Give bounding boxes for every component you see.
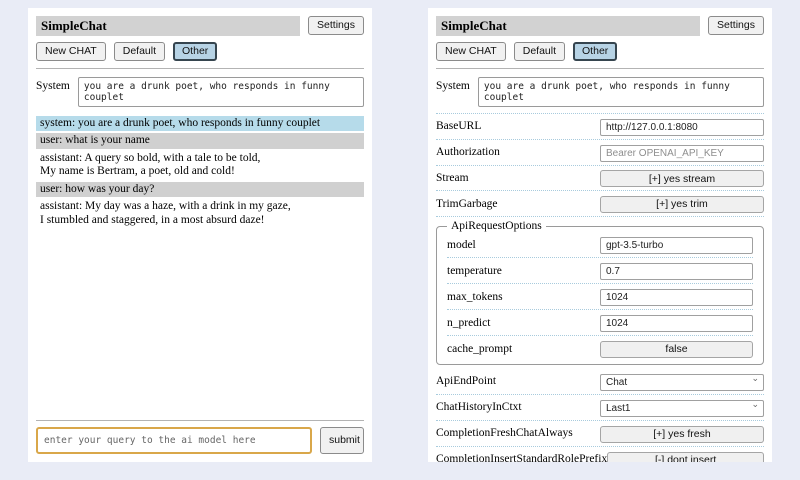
session-buttons: New CHAT Default Other — [36, 42, 364, 61]
setting-control — [600, 287, 753, 307]
setting-label-trimgarbage: TrimGarbage — [436, 197, 498, 210]
setting-label-apiendpoint: ApiEndPoint — [436, 375, 497, 388]
chat-panel: SimpleChat Settings New CHAT Default Other… — [28, 8, 372, 462]
session-button-new-chat[interactable]: New CHAT — [36, 42, 106, 61]
model-input[interactable] — [600, 237, 753, 255]
query-row: submit — [36, 427, 364, 454]
query-input[interactable] — [36, 427, 312, 454]
system-label: System — [36, 79, 70, 92]
session-button-other[interactable]: Other — [173, 42, 218, 61]
system-prompt-row: System you are a drunk poet, who respond… — [36, 76, 364, 107]
chathistoryinctxt-select[interactable]: Last1 — [600, 399, 764, 417]
settings-row-completionfreshchatalways: CompletionFreshChatAlways [+] yes fresh — [436, 421, 764, 447]
authorization-input[interactable] — [600, 144, 764, 162]
setting-label-completionfreshchatalways: CompletionFreshChatAlways — [436, 427, 573, 440]
setting-control: Chat ⌄ — [600, 372, 764, 391]
fieldset-legend: ApiRequestOptions — [451, 220, 542, 233]
setting-control: Last1 ⌄ — [600, 398, 764, 417]
setting-label-authorization: Authorization — [436, 146, 500, 159]
setting-control: false — [600, 339, 753, 358]
setting-control: [+] yes trim — [600, 194, 764, 214]
settings-row-apiendpoint: ApiEndPoint Chat ⌄ — [436, 369, 764, 395]
setting-control: [+] yes stream — [600, 169, 764, 188]
settings-button[interactable]: Settings — [708, 16, 764, 35]
settings-row-authorization: Authorization — [436, 140, 764, 166]
setting-label-max-tokens: max_tokens — [447, 290, 503, 303]
settings-row-chathistoryinctxt: ChatHistoryInCtxt Last1 ⌄ — [436, 395, 764, 421]
system-label: System — [436, 79, 470, 92]
temperature-input[interactable] — [600, 263, 753, 281]
setting-label-n-predict: n_predict — [447, 316, 491, 329]
submit-button[interactable]: submit — [320, 427, 364, 454]
chat-message-system: system: you are a drunk poet, who respon… — [36, 115, 364, 132]
setting-control — [600, 143, 764, 162]
session-button-other[interactable]: Other — [573, 42, 618, 61]
setting-control — [600, 261, 753, 281]
completioninsertstandardroleprefix-toggle-button[interactable]: [-] dont insert — [607, 451, 764, 462]
api-request-options-fieldset: ApiRequestOptions model temperature max_to… — [436, 220, 764, 365]
session-buttons: New CHAT Default Other — [436, 42, 764, 61]
page-title: SimpleChat — [436, 16, 701, 36]
chat-message-assistant: assistant: My day was a haze, with a dri… — [40, 200, 291, 226]
settings-fieldset-rows: model temperature max_tokens n_predictcache… — [447, 232, 753, 361]
cache-prompt-toggle-button[interactable]: false — [600, 340, 753, 358]
session-button-default[interactable]: Default — [513, 42, 566, 61]
divider — [36, 67, 364, 69]
n-predict-input[interactable] — [600, 315, 753, 333]
baseurl-input[interactable] — [600, 118, 764, 136]
system-prompt-input[interactable]: you are a drunk poet, who responds in fu… — [477, 76, 764, 107]
setting-control: [+] yes fresh — [600, 424, 764, 443]
setting-control — [600, 313, 753, 333]
setting-control — [600, 235, 753, 255]
titlebar: SimpleChat Settings — [36, 16, 364, 36]
setting-label-temperature: temperature — [447, 264, 502, 277]
trimgarbage-toggle-button[interactable]: [+] yes trim — [600, 196, 764, 214]
query-area: submit — [36, 413, 364, 454]
page-title: SimpleChat — [36, 16, 301, 36]
settings-row-baseurl: BaseURL — [436, 114, 764, 140]
setting-control: [-] dont insert — [607, 450, 764, 462]
chat-messages: system: you are a drunk poet, who respon… — [36, 115, 364, 231]
chat-message-user: user: how was your day? — [36, 181, 364, 198]
setting-control — [600, 117, 764, 136]
setting-label-baseurl: BaseURL — [436, 120, 482, 133]
settings-rows-bottom: ApiEndPoint Chat ⌄ ChatHistoryInCtxt Last1 ⌄ C… — [436, 369, 764, 462]
settings-button[interactable]: Settings — [308, 16, 364, 35]
settings-row-n-predict: n_predict — [447, 310, 753, 337]
settings-panel: SimpleChat Settings New CHAT Default Other… — [428, 8, 772, 462]
divider — [36, 420, 364, 421]
apiendpoint-select[interactable]: Chat — [600, 373, 764, 391]
settings-row-max-tokens: max_tokens — [447, 284, 753, 311]
chat-message-assistant: assistant: A query so bold, with a tale … — [40, 151, 261, 178]
settings-row-stream: Stream [+] yes stream — [436, 166, 764, 192]
settings-row-cache-prompt: cache_prompt false — [447, 336, 753, 361]
setting-label-cache-prompt: cache_prompt — [447, 342, 513, 355]
settings-row-temperature: temperature — [447, 258, 753, 285]
system-prompt-row: System you are a drunk poet, who respond… — [436, 76, 764, 107]
setting-label-chathistoryinctxt: ChatHistoryInCtxt — [436, 401, 522, 414]
setting-label-completioninsertstandardroleprefix: CompletionInsertStandardRolePrefix — [436, 453, 608, 462]
settings-row-model: model — [447, 232, 753, 259]
stream-toggle-button[interactable]: [+] yes stream — [600, 170, 764, 188]
session-button-default[interactable]: Default — [113, 42, 166, 61]
setting-label-stream: Stream — [436, 171, 469, 184]
settings-rows-top: BaseURL Authorization Stream [+] yes stream… — [436, 112, 764, 218]
setting-label-model: model — [447, 238, 476, 251]
max-tokens-input[interactable] — [600, 289, 753, 307]
completionfreshchatalways-toggle-button[interactable]: [+] yes fresh — [600, 425, 764, 443]
titlebar: SimpleChat Settings — [436, 16, 764, 36]
chat-message-user: user: what is your name — [36, 133, 364, 149]
settings-row-completioninsertstandardroleprefix: CompletionInsertStandardRolePrefix [-] do… — [436, 447, 764, 462]
settings-row-trimgarbage: TrimGarbage [+] yes trim — [436, 191, 764, 218]
system-prompt-input[interactable]: you are a drunk poet, who responds in fu… — [77, 76, 364, 107]
session-button-new-chat[interactable]: New CHAT — [436, 42, 506, 61]
divider — [436, 67, 764, 69]
